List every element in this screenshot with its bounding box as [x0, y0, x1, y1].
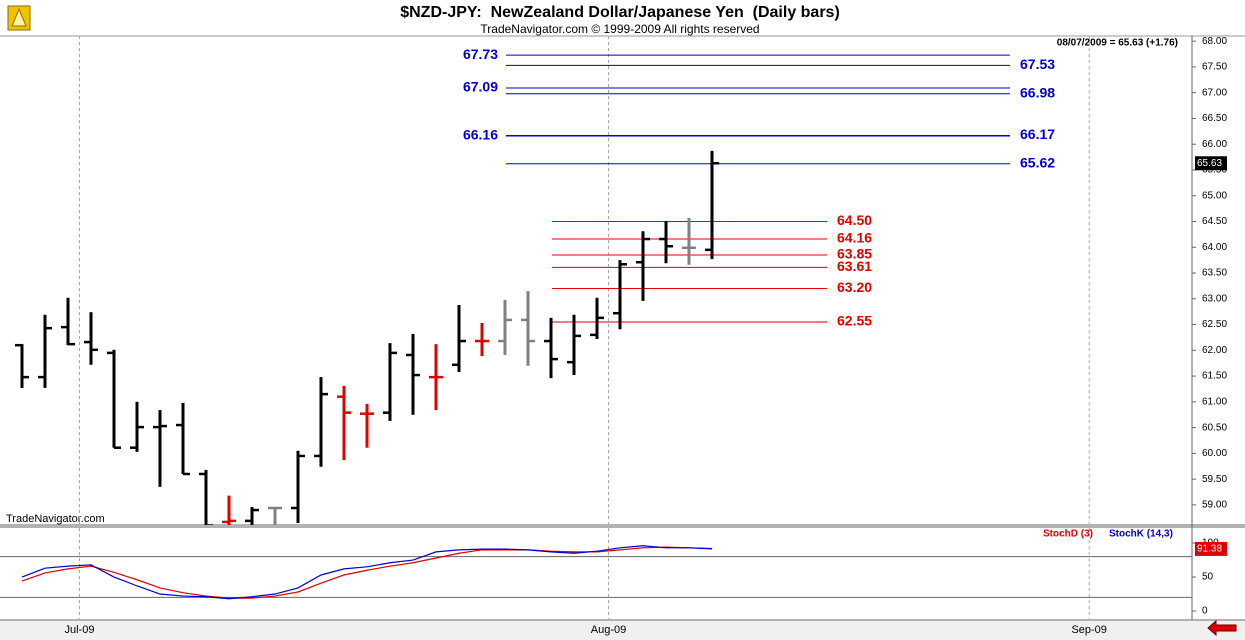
- y-tick-label: 62.00: [1202, 345, 1227, 356]
- last-value-label: 91.38: [1197, 544, 1222, 555]
- y-tick-label: 62.50: [1202, 319, 1227, 330]
- y-tick-label: 66.00: [1202, 139, 1227, 150]
- y-tick-label: 67.50: [1202, 62, 1227, 73]
- level-label: 64.50: [837, 212, 872, 228]
- level-label: 67.73: [463, 46, 498, 62]
- y-tick-label: 60.00: [1202, 448, 1227, 459]
- y-tick-label: 68.00: [1202, 36, 1227, 47]
- y-tick-label: 0: [1202, 606, 1208, 617]
- y-tick-label: 60.50: [1202, 422, 1227, 433]
- level-label: 65.62: [1020, 154, 1055, 170]
- level-label: 63.85: [837, 246, 872, 262]
- x-tick-label: Jul-09: [65, 624, 95, 636]
- y-tick-label: 67.00: [1202, 87, 1227, 98]
- x-tick-label: Aug-09: [591, 624, 626, 636]
- legend-entry: StochD (3): [1043, 529, 1093, 540]
- y-tick-label: 50: [1202, 572, 1214, 583]
- stoch-line: [21, 546, 713, 599]
- legend-entry: StochK (14,3): [1109, 529, 1173, 540]
- level-label: 62.55: [837, 313, 872, 329]
- x-tick-label: Sep-09: [1071, 624, 1106, 636]
- level-label: 67.53: [1020, 56, 1055, 72]
- chart-subtitle: TradeNavigator.com © 1999-2009 All right…: [480, 22, 759, 36]
- y-tick-label: 66.50: [1202, 113, 1227, 124]
- chart-title: $NZD-JPY: NewZealand Dollar/Japanese Yen…: [400, 4, 840, 21]
- y-tick-label: 65.00: [1202, 190, 1227, 201]
- level-label: 63.61: [837, 258, 872, 274]
- last-price-tag: [1195, 156, 1227, 171]
- level-label: 63.20: [837, 279, 872, 295]
- y-tick-label: 59.50: [1202, 474, 1227, 485]
- stoch-line: [21, 545, 713, 600]
- watermark: TradeNavigator.com: [6, 513, 105, 525]
- y-tick-label: 63.50: [1202, 268, 1227, 279]
- y-tick-label: 59.00: [1202, 500, 1227, 511]
- y-tick-label: 64.00: [1202, 242, 1227, 253]
- level-label: 64.16: [837, 230, 872, 246]
- y-tick-label: 61.50: [1202, 371, 1227, 382]
- level-label: 66.16: [463, 127, 498, 143]
- price-info: 08/07/2009 = 65.63 (+1.76): [1057, 38, 1178, 49]
- scroll-arrow[interactable]: [1207, 619, 1237, 637]
- last-value-tag: [1195, 541, 1227, 556]
- level-label: 66.17: [1020, 126, 1055, 142]
- price-bars: [14, 150, 719, 525]
- last-price-label: 65.63: [1197, 158, 1222, 169]
- y-tick-label: 63.00: [1202, 293, 1227, 304]
- y-tick-label: 64.50: [1202, 216, 1227, 227]
- y-tick-label: 61.00: [1202, 396, 1227, 407]
- level-label: 67.09: [463, 79, 498, 95]
- logo: [7, 5, 31, 31]
- x-axis-bar: [0, 621, 1245, 640]
- level-label: 66.98: [1020, 84, 1055, 100]
